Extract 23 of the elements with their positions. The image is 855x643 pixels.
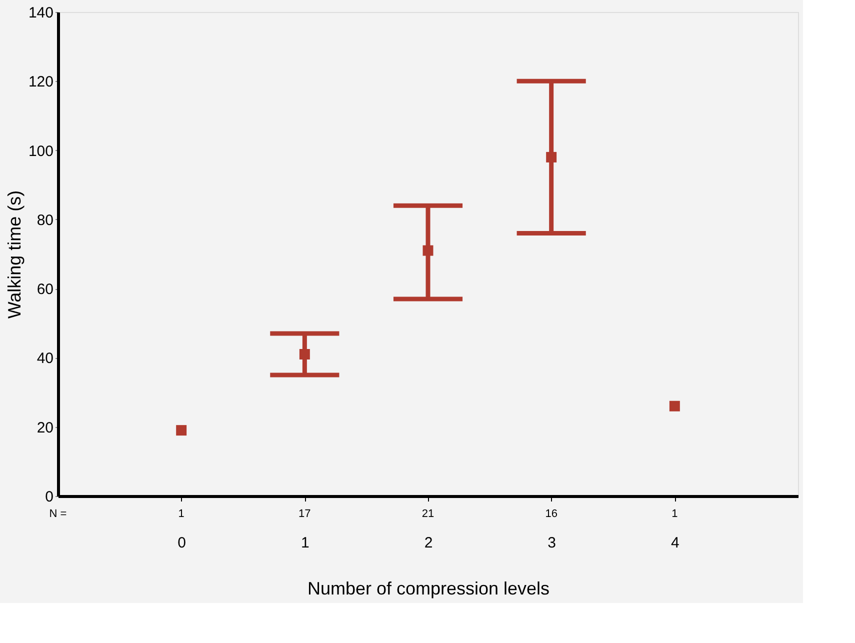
text: 1 <box>178 508 184 520</box>
x-axis-title: Number of compression levels <box>307 578 550 598</box>
y-tick-label: 60 <box>36 281 54 298</box>
y-axis-title: Walking time (s) <box>4 190 24 319</box>
text: N = <box>49 508 67 520</box>
text: 16 <box>545 508 558 520</box>
y-tick-label: 120 <box>28 74 54 91</box>
x-tick-label: 0 <box>178 534 186 552</box>
x-tick-label: 3 <box>548 534 556 552</box>
x-tick-label: 2 <box>424 534 433 552</box>
x-tick-label: 1 <box>300 534 310 552</box>
text: 17 <box>298 508 311 520</box>
x-tick-label: 4 <box>670 534 680 552</box>
point <box>669 400 680 412</box>
point <box>176 425 187 436</box>
y-tick-label: 20 <box>36 419 54 436</box>
y-tick-label: 140 <box>28 4 54 22</box>
y-tick-label: 0 <box>45 488 54 506</box>
y-tick-label: 100 <box>28 142 54 160</box>
text: 1 <box>672 508 678 520</box>
y-tick-label: 40 <box>36 350 54 368</box>
y-tick-label: 80 <box>36 212 54 229</box>
text: 21 <box>422 508 434 520</box>
